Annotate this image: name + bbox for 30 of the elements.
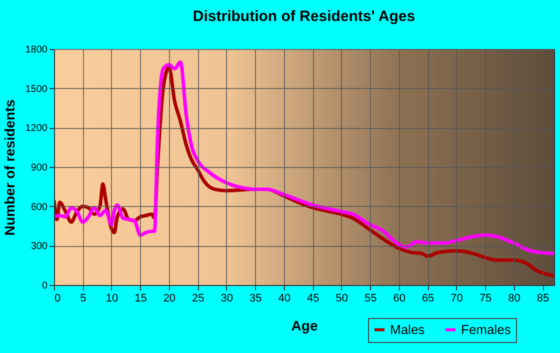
x-tick-label: 60: [393, 292, 406, 304]
legend-label: Females: [461, 322, 512, 337]
chart-title: Distribution of Residents' Ages: [192, 8, 416, 25]
x-tick-label: 10: [106, 292, 118, 304]
x-tick-label: 65: [422, 292, 434, 304]
y-tick-label: 300: [30, 241, 48, 252]
y-tick-label: 1200: [25, 123, 48, 134]
x-tick-label: 40: [278, 292, 291, 304]
y-axis-title: Number of residents: [1, 99, 18, 236]
legend-label: Males: [390, 322, 426, 337]
x-tick-label: 35: [250, 292, 262, 304]
x-tick-label: 20: [163, 292, 176, 304]
x-tick-label: 85: [536, 292, 550, 304]
y-tick-label: 0: [42, 280, 48, 292]
x-tick-label: 50: [336, 292, 348, 304]
x-axis-title: Age: [291, 318, 318, 334]
y-tick-label: 1800: [25, 44, 48, 56]
y-tick-label: 600: [30, 202, 48, 213]
x-tick-label: 55: [364, 292, 377, 304]
x-tick-label: 15: [134, 292, 147, 304]
x-tick-label: 80: [508, 292, 520, 304]
x-tick-label: 45: [306, 292, 320, 304]
x-tick-label: 75: [479, 292, 492, 304]
x-tick-label: 25: [192, 292, 204, 304]
y-tick-label: 1500: [25, 84, 48, 95]
x-tick-label: 70: [450, 292, 463, 304]
x-tick-label: 5: [80, 292, 86, 304]
x-tick-label: 0: [54, 292, 61, 304]
y-tick-label: 900: [30, 162, 48, 174]
x-tick-label: 30: [220, 292, 234, 304]
